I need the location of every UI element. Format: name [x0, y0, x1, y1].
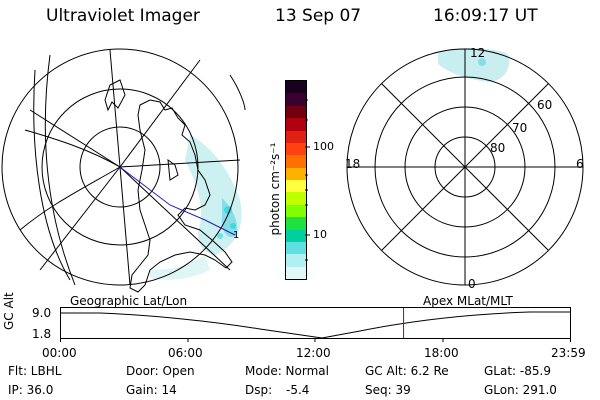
colorbar-segment	[286, 192, 306, 205]
right-panel-label: Apex MLat/MLT	[423, 294, 513, 308]
colorbar	[285, 80, 307, 280]
filter-info: Flt: LBHL	[8, 364, 62, 378]
mlat-label-70: 70	[512, 121, 528, 135]
gc-alt-info: GC Alt: 6.2 Re	[365, 364, 449, 378]
timeline-tick-1200: 12:00	[296, 346, 331, 360]
timeline-frame	[60, 307, 571, 339]
colorbar-tick-100: 100	[313, 140, 334, 153]
geographic-map: 1	[1, 48, 246, 293]
timeline-tick-2359: 23:59	[551, 346, 586, 360]
ip-info: IP: 36.0	[8, 383, 54, 397]
colorbar-segment	[286, 81, 306, 94]
mode-info: Mode: Normal	[245, 364, 329, 378]
colorbar-segment	[286, 229, 306, 242]
colorbar-segment	[286, 130, 306, 143]
colorbar-segment	[286, 93, 306, 106]
colorbar-segment	[286, 105, 306, 119]
auroral-emission-left	[150, 135, 242, 280]
gain-info: Gain: 14	[126, 383, 177, 397]
colorbar-segment	[286, 204, 306, 218]
mlt-label-18: 18	[345, 157, 361, 171]
magnetic-polar-plot	[346, 48, 584, 286]
timeline-tick-1800: 18:00	[424, 346, 459, 360]
colorbar-segment	[286, 266, 306, 279]
mlt-label-6: 6	[576, 157, 584, 171]
glat-info: GLat: -85.9	[484, 364, 551, 378]
glon-info: GLon: 291.0	[484, 383, 557, 397]
colorbar-segment	[286, 254, 306, 267]
colorbar-segment	[286, 180, 306, 193]
dsp-label: Dsp:	[245, 383, 273, 397]
observation-time: 16:09:17 UT	[433, 6, 538, 26]
colorbar-unit-label: photon cm⁻²s⁻¹	[268, 142, 282, 236]
map-marker-label: 1	[233, 230, 239, 241]
dsp-value: -5.4	[286, 383, 310, 397]
colorbar-segment	[286, 167, 306, 180]
colorbar-segment	[286, 241, 306, 255]
colorbar-tick-10: 10	[313, 228, 327, 241]
colorbar-ticks	[305, 99, 310, 261]
timeline-tick-0000: 00:00	[42, 346, 77, 360]
mlat-label-80: 80	[490, 141, 506, 155]
timeline-y-top: 9.0	[32, 306, 52, 320]
left-panel-label: Geographic Lat/Lon	[70, 294, 188, 308]
colorbar-segment	[286, 118, 306, 131]
map-grid	[1, 48, 246, 286]
colorbar-segment	[286, 155, 306, 168]
colorbar-segment	[286, 142, 306, 156]
coastline	[104, 79, 233, 293]
mlt-label-12: 12	[470, 46, 486, 60]
door-info: Door: Open	[126, 364, 195, 378]
mlt-line-diag2	[381, 83, 549, 251]
observation-date: 13 Sep 07	[275, 6, 362, 26]
orbit-timeline	[60, 307, 571, 342]
altitude-curve	[61, 311, 570, 339]
colorbar-segment	[286, 217, 306, 230]
mlt-label-0: 0	[468, 277, 476, 291]
instrument-title: Ultraviolet Imager	[46, 6, 200, 26]
timeline-y-bottom: 1.8	[32, 327, 52, 341]
timeline-axis-label: GC Alt	[2, 292, 16, 330]
auroral-emission-right	[438, 48, 510, 82]
timeline-tick-0600: 06:00	[168, 346, 203, 360]
terminator-line	[119, 166, 236, 236]
seq-info: Seq: 39	[365, 383, 411, 397]
mlat-label-60: 60	[537, 98, 553, 112]
